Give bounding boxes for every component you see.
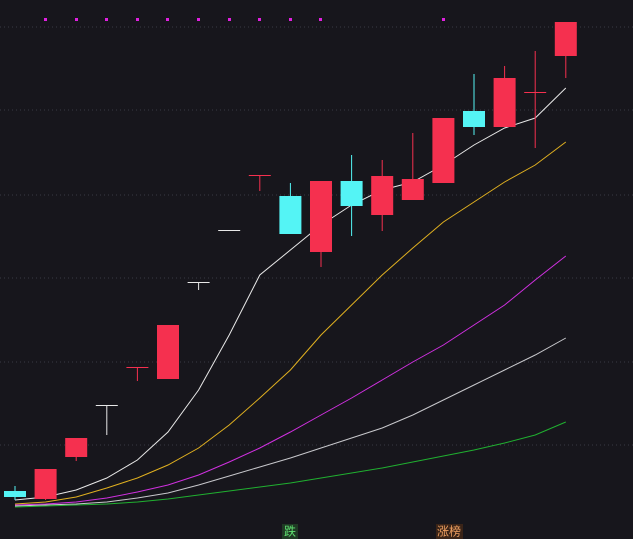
candle-body <box>554 22 577 56</box>
dot <box>319 18 322 21</box>
candle-body <box>34 469 57 499</box>
annotation: 涨榜 <box>437 524 461 539</box>
candle-body <box>187 282 210 283</box>
dot <box>75 18 78 21</box>
dot <box>442 18 445 21</box>
candle-body <box>157 325 179 379</box>
dot <box>289 18 292 21</box>
candle-body <box>95 405 118 406</box>
candle-body <box>371 176 394 215</box>
candle-body <box>248 175 271 176</box>
dot <box>197 18 200 21</box>
moving-average <box>14 141 567 505</box>
moving-average <box>14 421 566 508</box>
candle-body <box>401 179 424 200</box>
dot <box>136 18 139 21</box>
candle-body <box>279 196 302 234</box>
candle-body <box>65 438 88 457</box>
candle-body <box>524 92 547 93</box>
moving-average <box>14 255 567 506</box>
candle-body <box>493 78 516 127</box>
dot <box>228 18 231 21</box>
candle-body <box>218 230 241 231</box>
annotation-box <box>282 524 298 539</box>
signal-dots <box>44 18 445 21</box>
annotation: 跌 <box>284 524 296 539</box>
dot <box>258 18 261 21</box>
candle-body <box>340 181 363 206</box>
candle-body <box>4 491 26 497</box>
dot <box>44 18 47 21</box>
candle-body <box>463 111 485 127</box>
dot <box>166 18 169 21</box>
dot <box>105 18 108 21</box>
candle-body <box>126 367 149 368</box>
moving-average <box>14 87 567 501</box>
candle-body <box>432 118 455 183</box>
annotation-box <box>436 524 463 539</box>
candle-body <box>310 181 332 252</box>
moving-average <box>14 337 567 507</box>
